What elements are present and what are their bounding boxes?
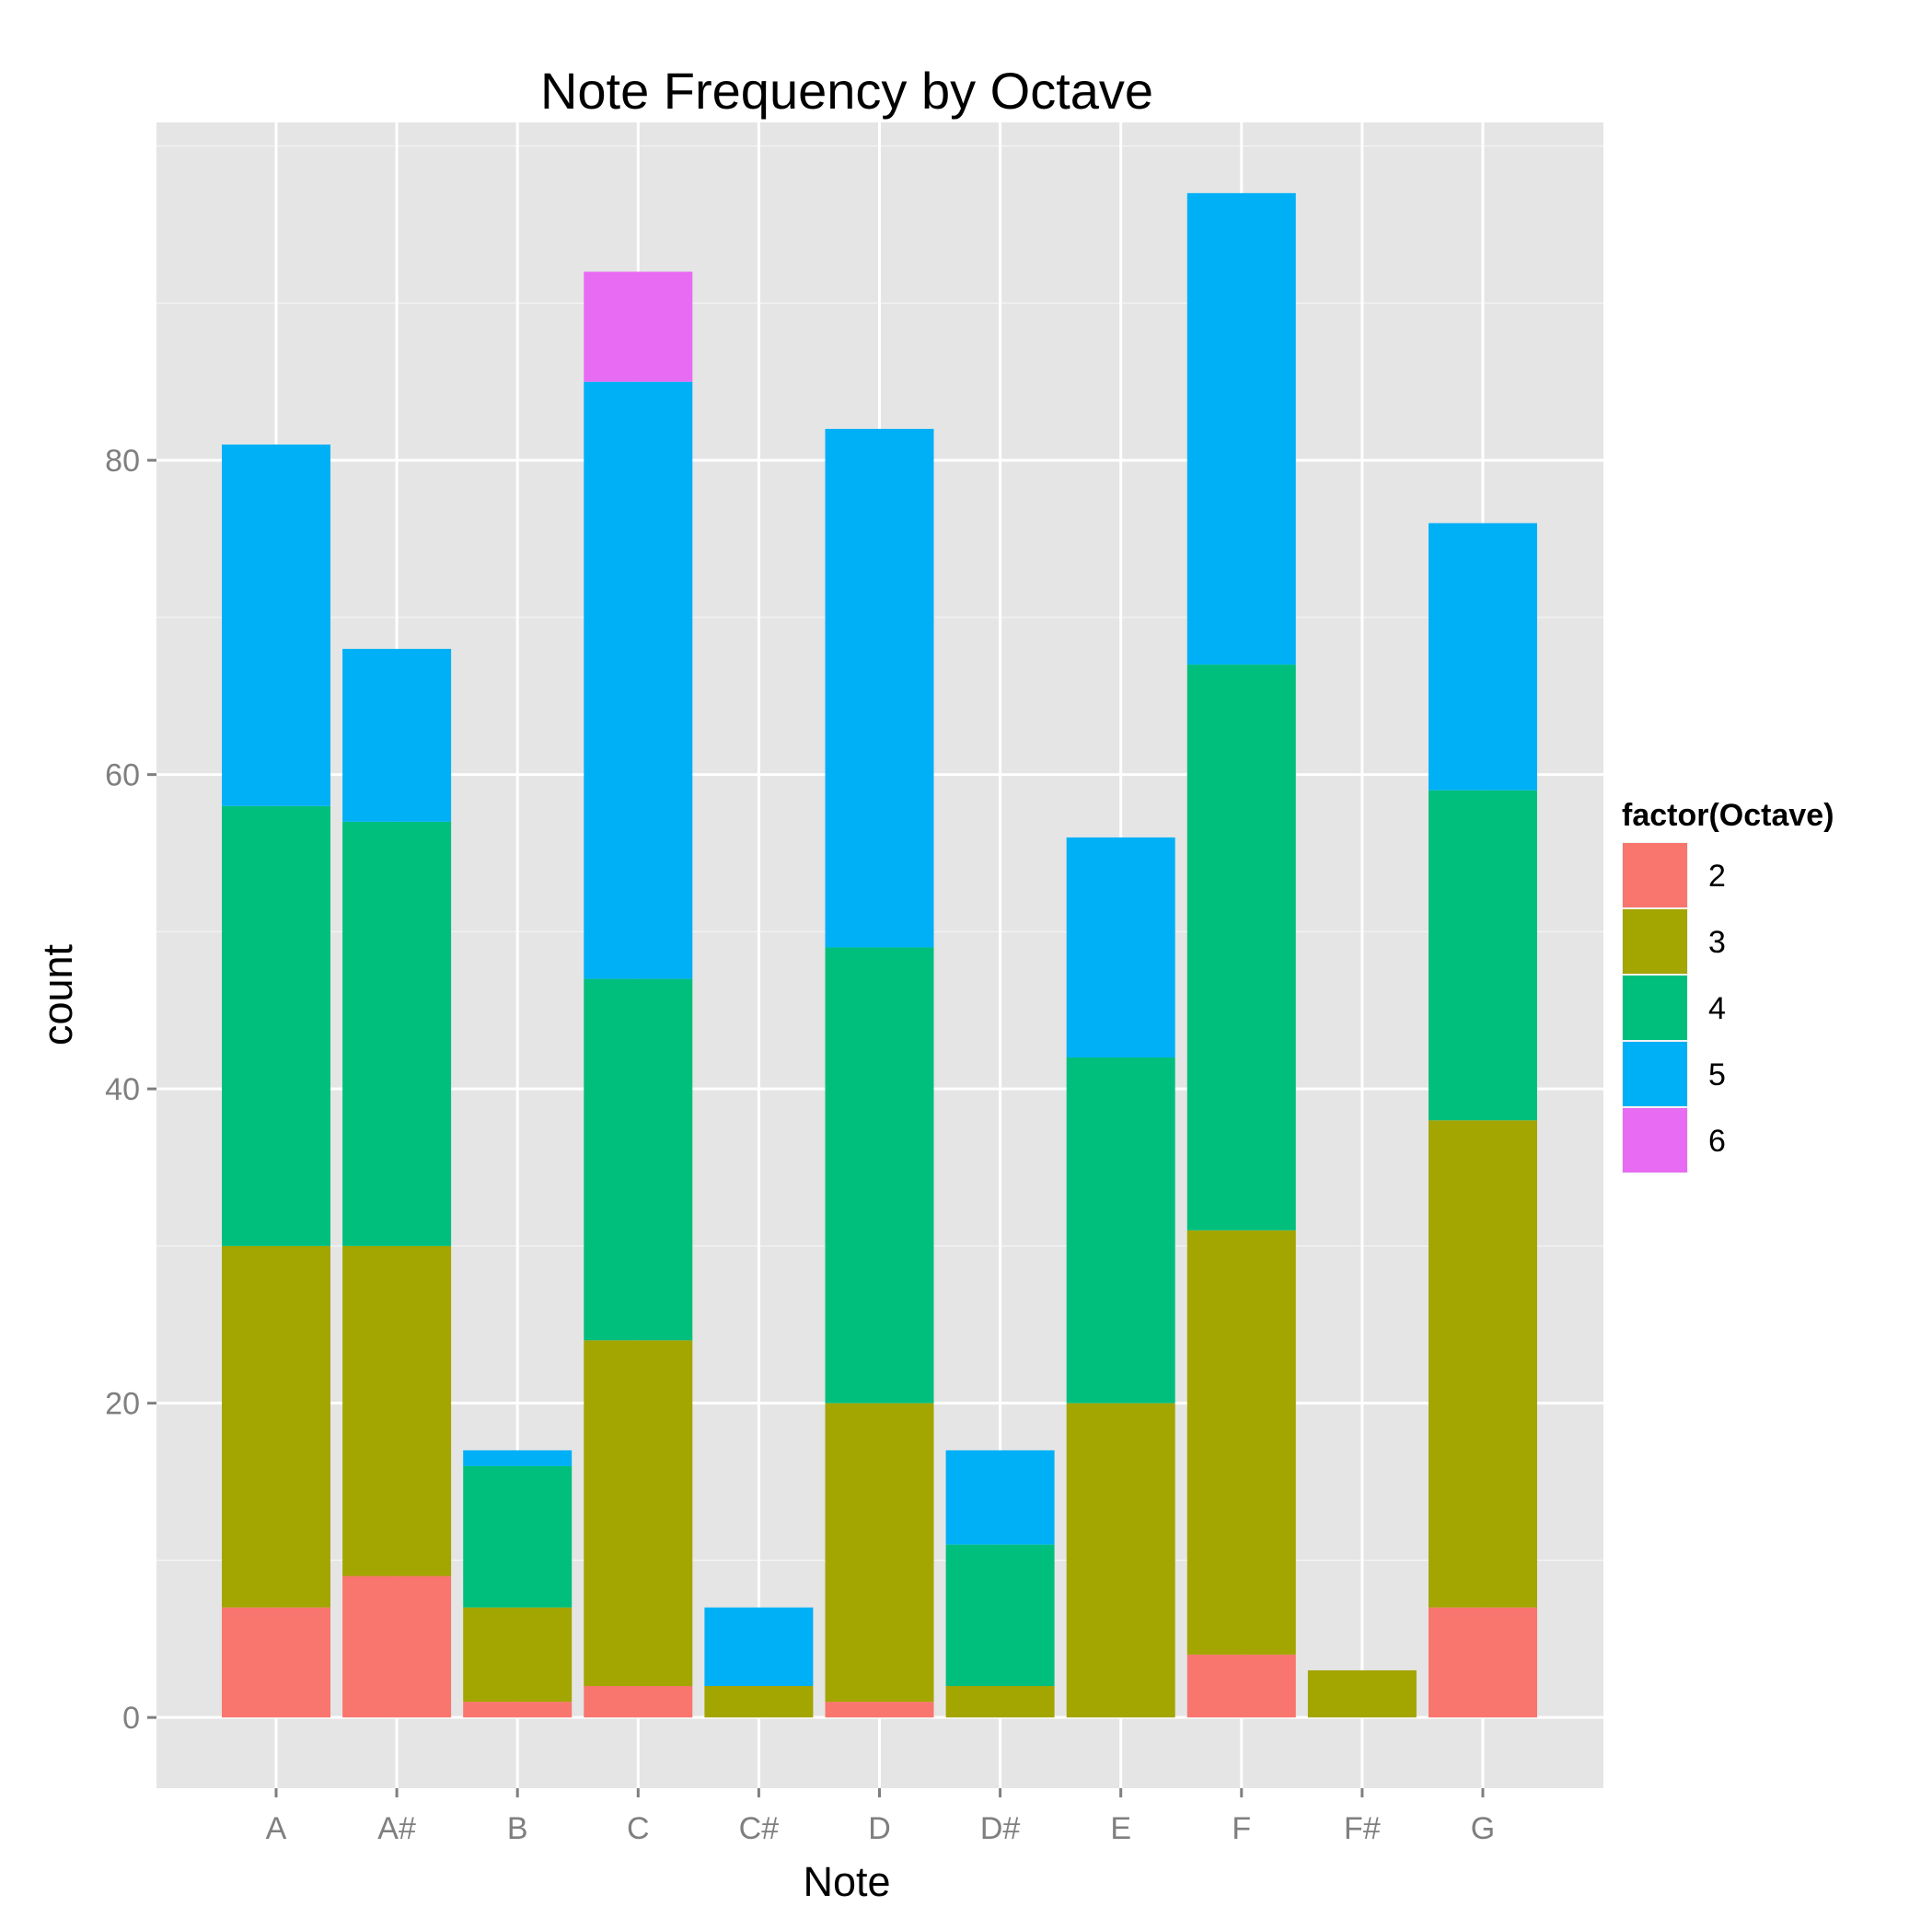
bar-segment	[1066, 1403, 1175, 1718]
y-axis: 0 20 40 60 80	[105, 444, 156, 1736]
y-tick-label: 60	[105, 758, 140, 793]
bar-segment	[584, 978, 693, 1341]
x-axis: A A# B C C# D D# E F F# G	[266, 1788, 1495, 1846]
bar-segment	[222, 1245, 330, 1608]
legend-key	[1623, 1108, 1687, 1172]
bar-segment	[945, 1450, 1055, 1545]
y-tick-label: 0	[122, 1701, 140, 1736]
bar-segment	[463, 1450, 573, 1466]
legend-label: 5	[1708, 1057, 1726, 1092]
legend-label: 4	[1708, 991, 1726, 1026]
legend-label: 3	[1708, 925, 1726, 960]
x-tick-label: G	[1471, 1811, 1495, 1846]
legend: factor(Octave) 2 3 4 5 6	[1622, 798, 1834, 1173]
bar-segment	[1186, 1230, 1296, 1655]
bar-segment	[463, 1607, 573, 1703]
bar-segment	[1307, 1669, 1417, 1718]
y-tick-label: 20	[105, 1387, 140, 1422]
bar-segment	[945, 1686, 1055, 1718]
bar-segment	[1186, 192, 1296, 665]
x-tick-label: B	[507, 1811, 528, 1846]
bars	[222, 192, 1537, 1718]
legend-key	[1623, 843, 1687, 907]
bar-segment	[584, 381, 693, 979]
bar-segment	[342, 649, 452, 822]
bar-segment	[825, 1403, 934, 1703]
bar-segment	[1429, 790, 1537, 1121]
bar-segment	[1429, 523, 1537, 791]
bar-segment	[584, 1340, 693, 1687]
bar-segment	[1066, 837, 1175, 1057]
bar-segment	[463, 1465, 573, 1608]
bar-segment	[1066, 1057, 1175, 1403]
x-tick-label: E	[1110, 1811, 1131, 1846]
x-tick-label: D	[868, 1811, 891, 1846]
bar-segment	[342, 1245, 452, 1577]
bar-segment	[704, 1607, 814, 1687]
bar-segment	[1429, 1120, 1537, 1608]
y-axis-title: count	[34, 943, 81, 1045]
bar-segment	[704, 1686, 814, 1718]
bar-segment	[825, 1702, 934, 1718]
bar-segment	[342, 1576, 452, 1718]
bar-segment	[1186, 664, 1296, 1230]
x-tick-label: F	[1232, 1811, 1251, 1846]
y-tick-label: 80	[105, 444, 140, 479]
bar-segment	[945, 1544, 1055, 1687]
legend-key	[1623, 976, 1687, 1040]
y-tick-label: 40	[105, 1072, 140, 1107]
bar-segment	[1429, 1607, 1537, 1718]
legend-key	[1623, 1042, 1687, 1106]
bar-segment	[825, 428, 934, 948]
bar-segment	[463, 1702, 573, 1718]
bar-segment	[1186, 1654, 1296, 1718]
bar-segment	[342, 821, 452, 1246]
x-axis-title: Note	[803, 1858, 890, 1905]
bar-segment	[222, 1607, 330, 1718]
legend-title: factor(Octave)	[1622, 798, 1834, 833]
chart-title: Note Frequency by Octave	[540, 62, 1153, 120]
bar-segment	[584, 1686, 693, 1718]
legend-key	[1623, 909, 1687, 974]
bar-segment	[584, 271, 693, 382]
legend-label: 6	[1708, 1124, 1726, 1159]
x-tick-label: C	[627, 1811, 650, 1846]
x-tick-label: A#	[377, 1811, 416, 1846]
legend-label: 2	[1708, 859, 1726, 894]
bar-segment	[222, 445, 330, 806]
x-tick-label: F#	[1344, 1811, 1381, 1846]
bar-segment	[825, 947, 934, 1403]
x-tick-label: D#	[980, 1811, 1021, 1846]
x-tick-label: A	[266, 1811, 287, 1846]
x-tick-label: C#	[739, 1811, 780, 1846]
bar-segment	[222, 805, 330, 1246]
